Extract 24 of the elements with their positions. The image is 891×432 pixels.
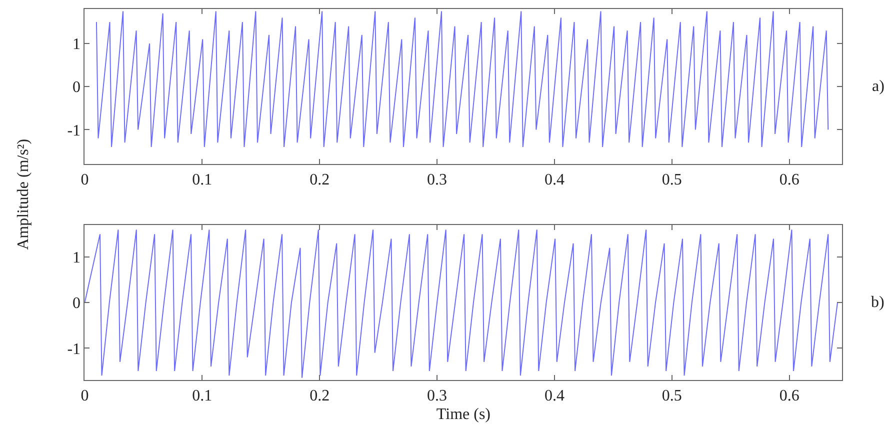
y-tick-label: 0 [72, 295, 81, 312]
y-tick-label: 0 [72, 79, 81, 96]
x-tick-label: 0.6 [779, 387, 800, 404]
x-tick-label: 0.1 [192, 387, 212, 404]
x-tick-label: 0.6 [779, 171, 800, 188]
line-series [96, 10, 829, 148]
x-tick-label: 0.4 [544, 387, 564, 404]
y-tick-label: 1 [72, 36, 81, 54]
x-tick-label: 0.4 [544, 171, 564, 188]
x-tick-label: 0.3 [427, 387, 448, 404]
x-axis-title: Time (s) [436, 406, 491, 424]
y-tick-label: -1 [67, 122, 81, 140]
text: a) [872, 78, 884, 95]
text: b) [871, 294, 884, 311]
x-tick-label: 0.2 [310, 171, 330, 188]
x-tick-label: 0.3 [427, 171, 448, 188]
x-tick-label: 0.2 [310, 387, 330, 404]
y-tick-label: -1 [67, 340, 81, 358]
y-axis-title: Amplitude (m/s²) [15, 138, 32, 250]
x-tick-label: 0.5 [662, 171, 682, 188]
x-tick-label: 0.5 [662, 387, 682, 404]
y-tick-label: 1 [72, 250, 81, 267]
line-series [84, 229, 838, 378]
x-tick-label: 0.1 [192, 171, 212, 188]
